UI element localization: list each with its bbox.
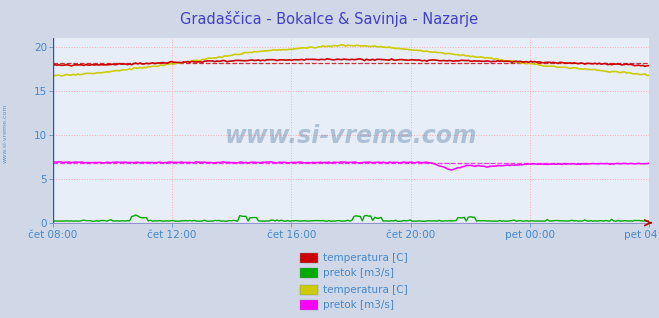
Text: Gradaščica - Bokalce & Savinja - Nazarje: Gradaščica - Bokalce & Savinja - Nazarje: [181, 11, 478, 27]
Text: pretok [m3/s]: pretok [m3/s]: [323, 268, 394, 278]
Text: temperatura [C]: temperatura [C]: [323, 253, 408, 263]
Text: pretok [m3/s]: pretok [m3/s]: [323, 300, 394, 310]
Text: temperatura [C]: temperatura [C]: [323, 285, 408, 295]
Text: www.si-vreme.com: www.si-vreme.com: [225, 124, 477, 148]
Text: www.si-vreme.com: www.si-vreme.com: [3, 104, 8, 163]
